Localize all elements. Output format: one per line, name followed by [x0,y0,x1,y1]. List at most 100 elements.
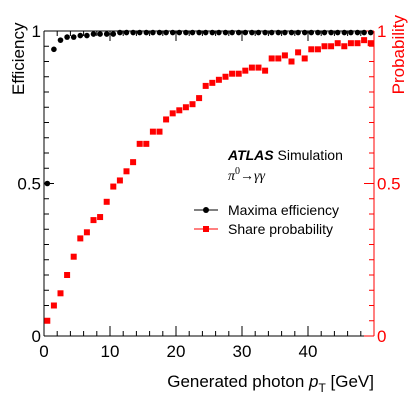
probability-point [248,64,255,71]
efficiency-point [301,29,308,36]
efficiency-point [183,29,189,36]
probability-point [215,76,222,83]
efficiency-point [235,29,242,36]
probability-point [202,82,209,89]
efficiency-point [295,29,301,36]
probability-point [90,217,97,224]
probability-point [196,95,203,102]
probability-point [321,43,328,50]
efficiency-point [143,29,150,36]
efficiency-point [57,37,64,43]
process-arrow: → [240,169,254,184]
efficiency-point [288,29,295,36]
legend-label-maxima: Maxima efficiency [228,202,339,218]
efficiency-point [156,29,163,36]
x-tick-label: 20 [167,342,186,361]
efficiency-point [196,29,202,36]
atlas-label-suffix: Simulation [278,147,343,163]
probability-point [116,177,123,184]
probability-point [209,79,216,86]
tick-labels: 0 10 20 30 400 00.5 0.51 1 [17,22,400,361]
probability-point [70,253,77,260]
efficiency-point [150,29,156,36]
legend: Maxima efficiency Share probability [194,202,339,237]
probability-point [334,40,341,47]
probability-point [235,70,242,77]
probability-point [341,43,348,50]
x-axis-title-suffix: [GeV] [326,372,374,391]
efficiency-point [70,34,77,40]
legend-marker-share [203,226,209,232]
efficiency-point [354,29,361,36]
x-tick-label: 10 [101,342,120,361]
x-axis-title-variable: p [308,372,318,391]
probability-point [189,101,196,108]
probability-point [361,37,368,44]
probability-point [367,40,374,47]
probability-point [262,67,269,74]
efficiency-point [216,29,222,36]
x-tick-label: 30 [233,342,252,361]
efficiency-point [44,180,51,187]
probability-point [229,70,236,77]
y-tick-label-left: 0 [32,327,41,346]
probability-point [354,40,361,47]
probability-point [275,55,282,62]
legend-entry-share: Share probability [194,221,333,237]
efficiency-point [334,29,341,36]
probability-point [281,52,288,59]
y-tick-label-right: 0 [377,327,386,346]
probability-point [328,43,335,50]
process-products: γγ [254,169,266,184]
efficiency-point [163,29,169,36]
efficiency-point [268,29,275,36]
efficiency-point [229,29,235,36]
efficiency-point [348,29,354,36]
x-axis-title-prefix: Generated photon [167,372,309,391]
y-axis-title-right: Probability [389,15,408,95]
probability-point [110,183,117,190]
x-axis-title-subscript: T [318,381,326,395]
efficiency-point [341,29,348,36]
efficiency-point [321,29,328,36]
efficiency-point [51,46,57,53]
efficiency-point [361,29,367,36]
efficiency-point [275,29,282,36]
y-tick-label-left: 0.5 [17,175,41,194]
efficiency-point [169,29,176,36]
efficiency-point [328,29,334,36]
efficiency-point [282,29,288,36]
probability-point [163,116,170,123]
y-axis-title-left: Efficiency [9,22,28,95]
efficiency-point [249,29,255,36]
efficiency-point [117,29,123,36]
plot-frame-group [43,30,375,337]
probability-point [136,140,143,147]
probability-point [57,290,64,297]
probability-point [123,168,130,175]
efficiency-point [64,34,70,40]
y-tick-label-right: 0.5 [377,175,401,194]
efficiency-point [90,31,97,37]
legend-label-share: Share probability [228,221,333,237]
x-tick-label: 0 [39,342,48,361]
probability-point [156,128,163,135]
efficiency-point [123,29,130,36]
probability-point [169,110,176,117]
y-tick-label-right: 1 [377,22,386,41]
probability-point [130,159,137,166]
x-axis-title: Generated photon pT [GeV] [167,372,374,395]
probability-point [50,302,57,309]
efficiency-point [97,31,103,37]
probability-point [77,235,84,242]
efficiency-point [189,29,196,36]
probability-point [347,40,354,47]
probability-point [288,58,295,65]
probability-point [97,214,104,221]
atlas-label-experiment: ATLAS [227,147,274,163]
efficiency-point [242,29,249,36]
probability-point [242,67,249,74]
probability-point [182,104,189,111]
y-tick-label-left: 1 [32,22,41,41]
